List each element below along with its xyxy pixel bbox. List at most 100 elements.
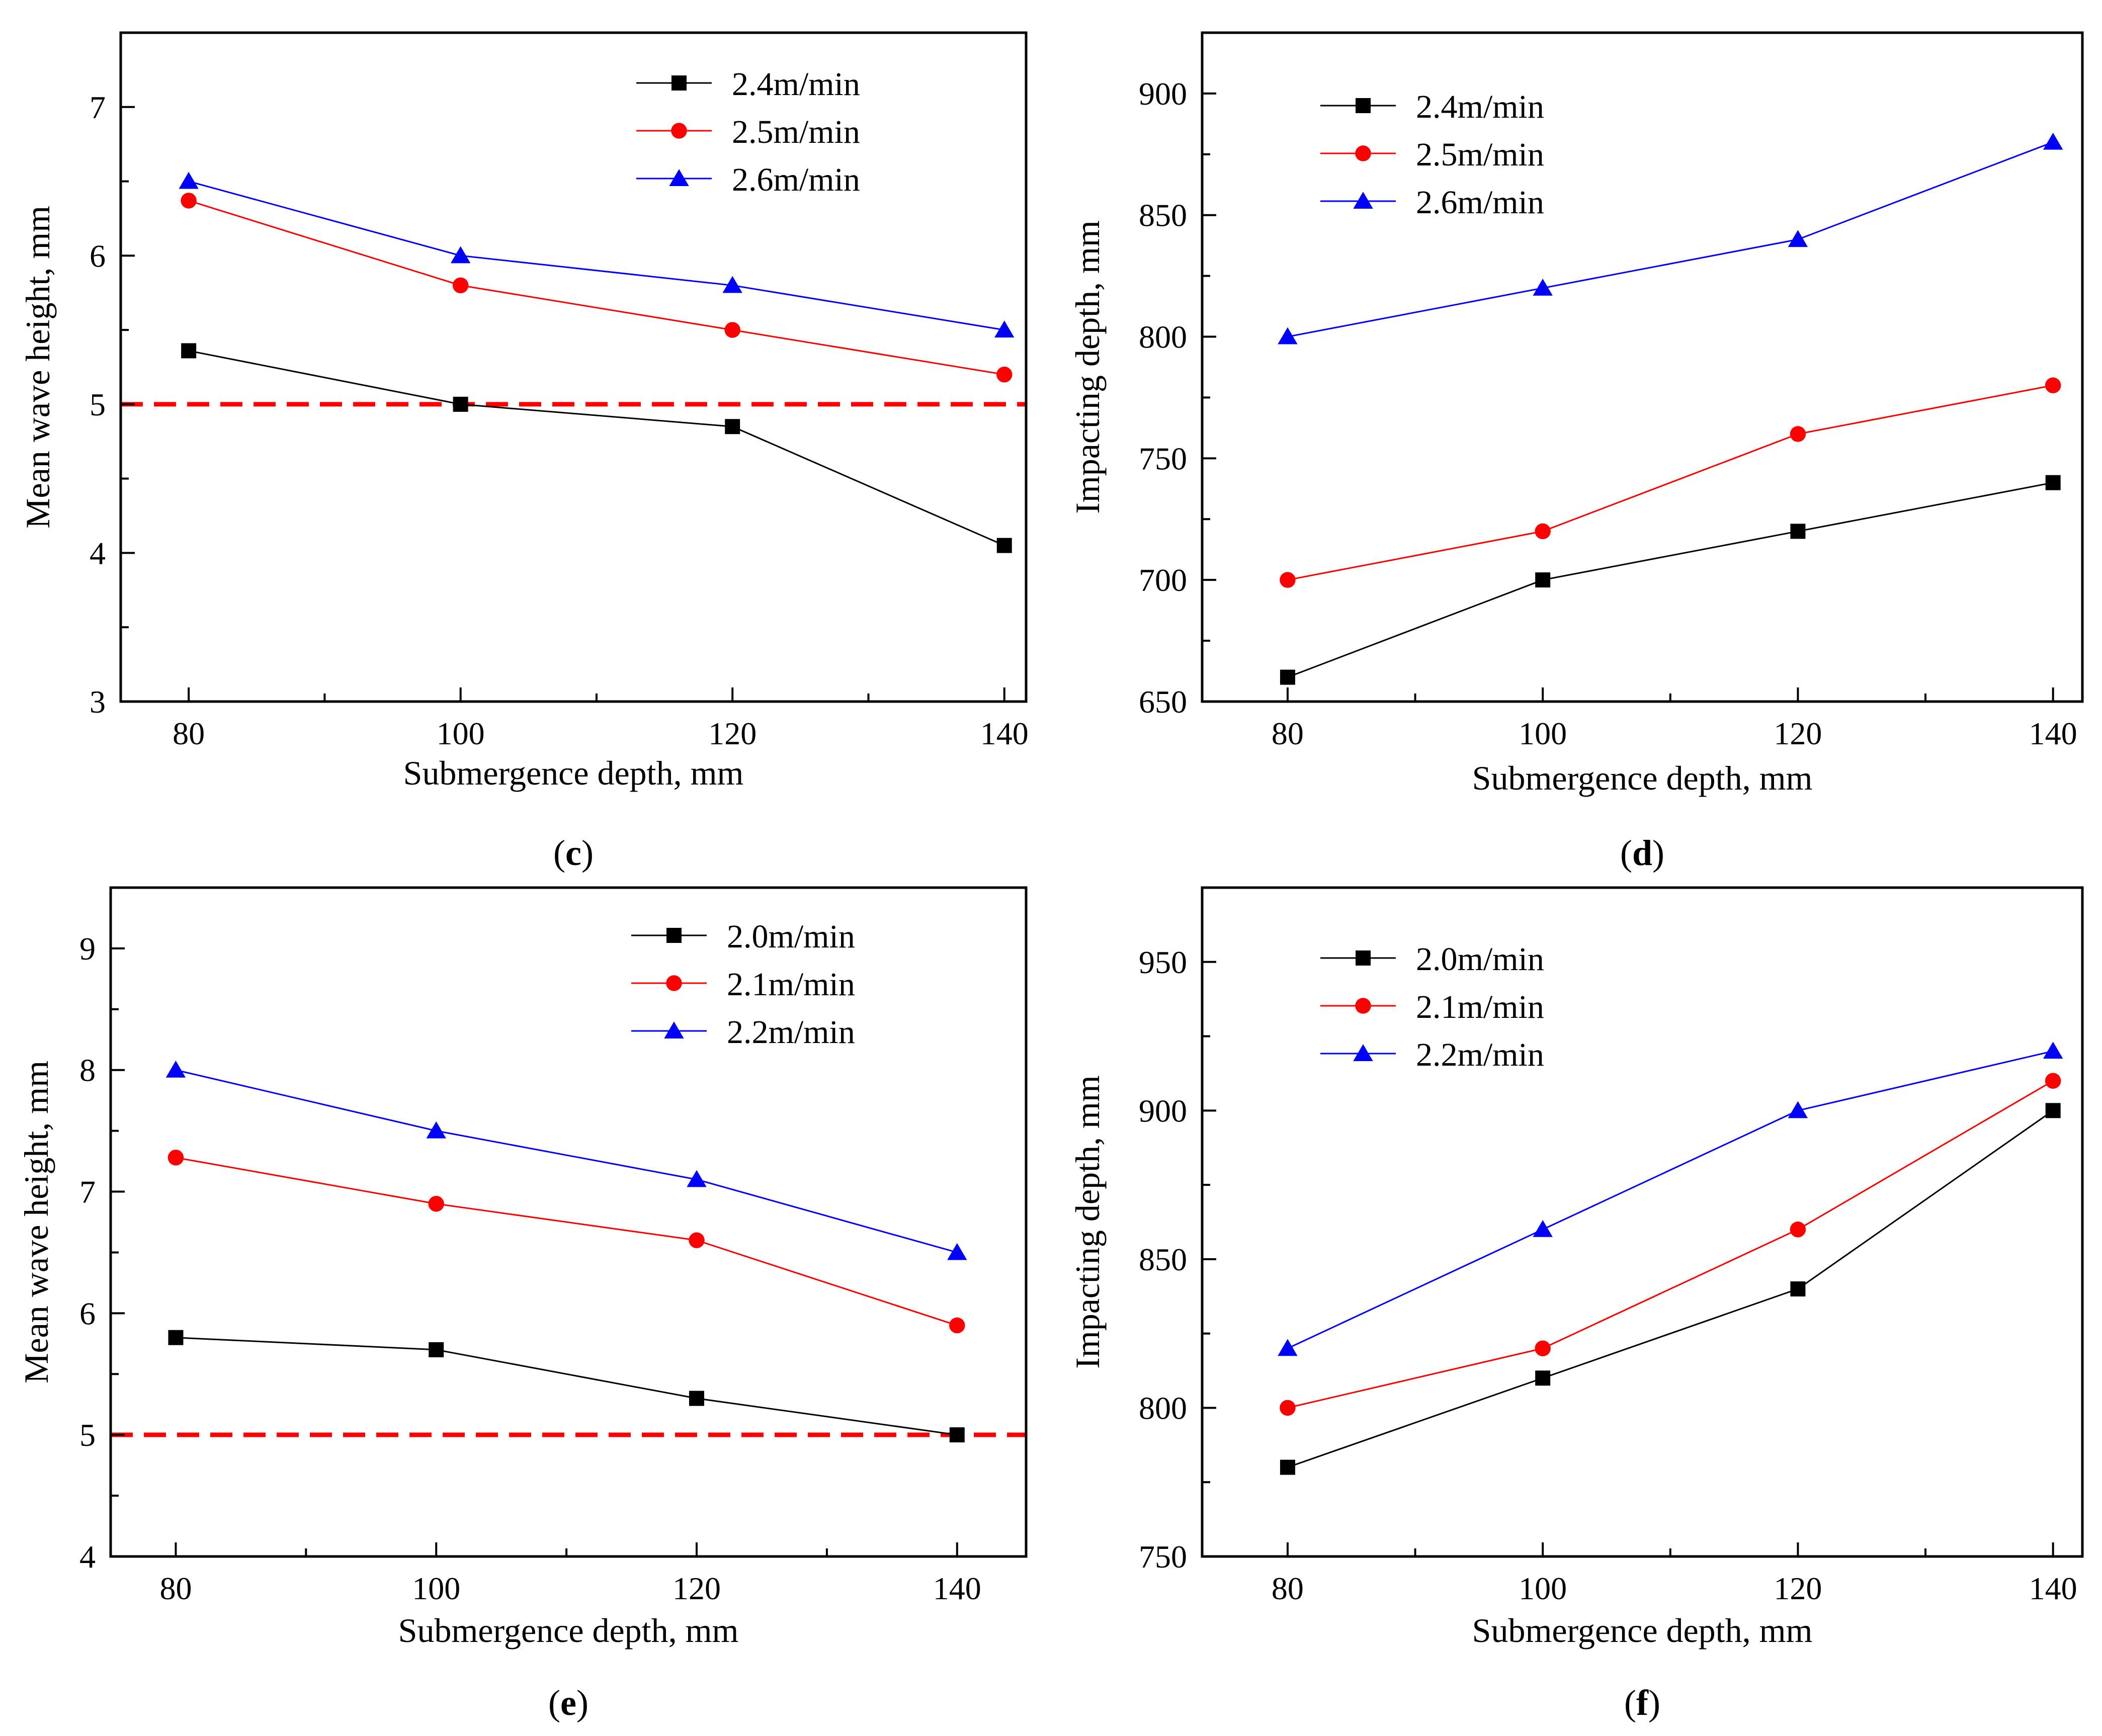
data-point-2-1 [1533,1220,1553,1237]
legend-marker-1 [666,975,682,991]
data-point-2-1 [450,246,471,264]
data-point-0-2 [689,1391,705,1406]
panels: 3 4 5 6 7 80 100 120 140 Submergence depth, mm Mea… [17,31,2084,1723]
legend-marker-0 [1356,950,1371,966]
legend-marker-1 [1355,145,1371,161]
x-tick-label-3: 140 [2029,716,2077,751]
data-point-1-1 [452,277,469,294]
x-axis-label: Submergence depth, mm [1472,759,1813,797]
data-point-1-0 [167,1150,184,1166]
data-point-0-1 [453,396,468,412]
data-point-1-1 [1535,523,1551,540]
legend-label-1: 2.1m/min [727,966,855,1003]
series-line-2 [188,181,1004,331]
panel-label: (e) [548,1683,588,1723]
data-point-1-3 [949,1317,965,1334]
data-point-1-3 [996,367,1013,383]
y-tick-label-4: 7 [90,90,106,125]
plot-frame [1201,31,2084,703]
x-tick-label-2: 120 [672,1571,721,1606]
series-line-0 [176,1337,957,1436]
y-tick-label-2: 6 [79,1295,96,1331]
series-line-2 [1287,1050,2054,1349]
data-point-0-3 [2045,475,2061,490]
y-tick-label-1: 5 [79,1417,96,1453]
data-point-0-0 [168,1330,184,1345]
y-tick-label-3: 7 [79,1174,96,1210]
chart-panel-e: 4 5 6 7 8 9 80 100 120 140 Submergence depth, mm Me… [17,886,1028,1723]
data-point-0-1 [429,1342,444,1357]
data-point-0-2 [1790,524,1806,539]
data-point-2-3 [994,320,1015,338]
data-point-1-1 [1535,1340,1551,1356]
data-point-2-2 [687,1170,707,1187]
legend-marker-0 [671,75,687,91]
data-point-2-0 [165,1060,186,1078]
data-point-2-2 [722,276,742,293]
legend-marker-2 [669,169,689,186]
chart-panel-f: 750 800 850 900 950 80 100 120 140 Submergence de… [1068,886,2084,1723]
plot-frame [109,886,1028,1558]
x-tick-label-1: 100 [1519,1571,1567,1606]
y-tick-label-2: 750 [1139,441,1187,476]
legend-label-1: 2.1m/min [1416,989,1544,1025]
data-point-1-2 [724,322,740,338]
data-point-2-2 [1788,1101,1808,1118]
data-point-1-2 [1790,426,1806,442]
data-point-0-0 [1280,669,1295,685]
legend-label-2: 2.2m/min [1416,1036,1544,1073]
x-tick-label-3: 140 [933,1571,981,1606]
legend-label-0: 2.4m/min [1416,89,1544,125]
data-point-0-2 [725,419,740,435]
plot-frame [1201,886,2084,1558]
series-line-2 [176,1069,958,1253]
plot-frame [119,31,1028,703]
legend-label-2: 2.6m/min [1416,184,1544,221]
x-axis-label: Submergence depth, mm [398,1611,739,1650]
x-tick-label-0: 80 [159,1571,192,1606]
series-line-0 [188,350,1005,547]
x-tick-label-0: 80 [173,716,205,751]
panel-label: (d) [1620,833,1664,873]
y-tick-label-3: 900 [1139,1093,1187,1129]
legend-marker-0 [1356,98,1371,113]
legend-label-0: 2.0m/min [1416,941,1544,978]
data-point-1-0 [181,193,197,209]
x-axis-label: Submergence depth, mm [403,754,744,792]
chart-panel-c: 3 4 5 6 7 80 100 120 140 Submergence depth, mm Mea… [19,31,1029,873]
data-point-0-1 [1535,1370,1551,1386]
legend-marker-2 [664,1021,684,1038]
y-tick-label-0: 4 [79,1539,96,1575]
data-point-2-1 [1533,279,1553,296]
y-tick-label-0: 650 [1139,684,1187,720]
series-line-1 [188,200,1004,376]
legend-label-1: 2.5m/min [1416,136,1544,173]
data-point-1-0 [1280,572,1296,588]
legend-label-1: 2.5m/min [732,114,860,150]
data-point-2-0 [1278,1339,1298,1356]
x-tick-label-0: 80 [1272,1571,1304,1606]
legend-label-2: 2.2m/min [727,1014,855,1051]
data-point-2-2 [1788,230,1808,247]
series-line-2 [1287,141,2054,338]
y-axis-label: Impacting depth, mm [1068,220,1107,514]
x-tick-label-1: 100 [1519,716,1567,751]
data-point-0-3 [2045,1103,2061,1118]
y-tick-label-0: 3 [90,684,106,720]
legend-label-0: 2.0m/min [727,918,855,955]
data-point-1-3 [2045,377,2061,394]
x-tick-label-2: 120 [1774,716,1822,751]
legend-marker-2 [1353,1044,1373,1061]
data-point-1-0 [1280,1400,1296,1416]
data-point-0-2 [1790,1281,1806,1296]
data-point-0-3 [949,1427,965,1443]
y-axis-label: Mean wave height, mm [19,206,57,529]
legend-marker-2 [1353,192,1373,209]
panel-label: (f) [1624,1683,1660,1723]
y-tick-label-1: 4 [90,535,106,571]
y-tick-label-4: 950 [1139,944,1187,980]
y-tick-label-5: 9 [79,931,96,967]
series-line-1 [1287,1080,2054,1409]
data-point-2-3 [2043,132,2063,150]
